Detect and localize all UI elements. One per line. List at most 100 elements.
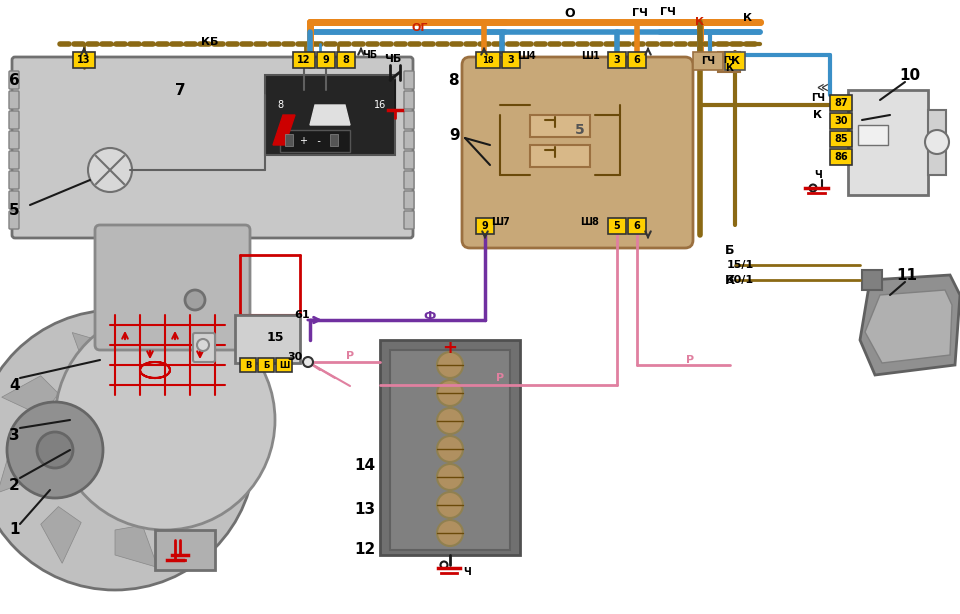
FancyBboxPatch shape bbox=[530, 145, 590, 167]
Text: К: К bbox=[725, 63, 732, 73]
Text: ГЧ: ГЧ bbox=[701, 56, 715, 66]
Circle shape bbox=[437, 464, 463, 490]
FancyBboxPatch shape bbox=[530, 115, 590, 137]
FancyBboxPatch shape bbox=[725, 52, 745, 70]
Circle shape bbox=[0, 310, 255, 590]
Text: К: К bbox=[743, 13, 753, 23]
Circle shape bbox=[437, 352, 463, 378]
FancyBboxPatch shape bbox=[9, 151, 19, 169]
Text: ГЧ: ГЧ bbox=[660, 7, 676, 17]
Circle shape bbox=[88, 148, 132, 192]
FancyBboxPatch shape bbox=[293, 52, 315, 68]
FancyBboxPatch shape bbox=[12, 57, 413, 238]
Text: 10: 10 bbox=[900, 68, 921, 82]
Text: Ч: Ч bbox=[463, 567, 470, 577]
Polygon shape bbox=[310, 105, 350, 125]
Text: +   -: + - bbox=[300, 136, 321, 146]
Text: ГЧ: ГЧ bbox=[632, 8, 648, 18]
FancyBboxPatch shape bbox=[628, 218, 646, 234]
FancyBboxPatch shape bbox=[404, 191, 414, 209]
FancyBboxPatch shape bbox=[848, 90, 928, 195]
Text: В: В bbox=[245, 360, 252, 370]
FancyBboxPatch shape bbox=[390, 350, 510, 550]
Text: Ч: Ч bbox=[814, 170, 822, 180]
Circle shape bbox=[437, 380, 463, 406]
FancyBboxPatch shape bbox=[830, 131, 852, 147]
FancyBboxPatch shape bbox=[608, 52, 626, 68]
FancyBboxPatch shape bbox=[9, 111, 19, 129]
Text: 12: 12 bbox=[298, 55, 311, 65]
Text: Б: Б bbox=[263, 360, 269, 370]
Text: 15/1: 15/1 bbox=[727, 260, 754, 270]
Text: ОГ: ОГ bbox=[412, 23, 428, 33]
FancyBboxPatch shape bbox=[830, 95, 852, 111]
Text: 30: 30 bbox=[287, 352, 302, 362]
Text: К: К bbox=[813, 110, 823, 120]
FancyBboxPatch shape bbox=[280, 130, 350, 152]
Circle shape bbox=[809, 184, 817, 192]
Circle shape bbox=[437, 492, 463, 518]
FancyBboxPatch shape bbox=[830, 113, 852, 129]
FancyBboxPatch shape bbox=[462, 57, 693, 248]
Text: Ш: Ш bbox=[278, 360, 289, 370]
Text: 16: 16 bbox=[373, 100, 386, 110]
FancyBboxPatch shape bbox=[265, 75, 395, 155]
FancyBboxPatch shape bbox=[155, 530, 215, 570]
Text: 5: 5 bbox=[9, 203, 19, 217]
FancyBboxPatch shape bbox=[404, 151, 414, 169]
Text: 1: 1 bbox=[9, 523, 19, 537]
Text: Ш4: Ш4 bbox=[517, 51, 537, 61]
FancyBboxPatch shape bbox=[9, 71, 19, 89]
Text: 9: 9 bbox=[323, 55, 329, 65]
Text: 87: 87 bbox=[834, 98, 848, 108]
Polygon shape bbox=[172, 484, 228, 524]
FancyBboxPatch shape bbox=[608, 218, 626, 234]
Polygon shape bbox=[865, 290, 952, 363]
Circle shape bbox=[437, 520, 463, 546]
FancyBboxPatch shape bbox=[830, 149, 852, 165]
Text: ЧБ: ЧБ bbox=[384, 54, 401, 64]
Text: К: К bbox=[695, 17, 705, 27]
Text: 61: 61 bbox=[295, 310, 310, 320]
Text: 5: 5 bbox=[575, 123, 585, 137]
Circle shape bbox=[437, 408, 463, 434]
Text: +: + bbox=[443, 339, 458, 357]
FancyBboxPatch shape bbox=[276, 358, 292, 372]
Text: О: О bbox=[564, 7, 575, 20]
FancyBboxPatch shape bbox=[193, 333, 215, 362]
Text: 8: 8 bbox=[447, 72, 458, 88]
FancyBboxPatch shape bbox=[317, 52, 335, 68]
Text: 6: 6 bbox=[634, 221, 640, 231]
Polygon shape bbox=[0, 450, 39, 493]
FancyBboxPatch shape bbox=[693, 52, 723, 70]
Circle shape bbox=[925, 130, 949, 154]
Circle shape bbox=[7, 402, 103, 498]
FancyBboxPatch shape bbox=[404, 131, 414, 149]
FancyBboxPatch shape bbox=[9, 91, 19, 109]
FancyBboxPatch shape bbox=[258, 358, 274, 372]
Text: 13: 13 bbox=[354, 502, 375, 518]
Text: Р: Р bbox=[496, 373, 504, 383]
Text: КБ: КБ bbox=[202, 37, 219, 47]
Circle shape bbox=[55, 310, 275, 530]
Polygon shape bbox=[149, 336, 189, 394]
FancyBboxPatch shape bbox=[9, 131, 19, 149]
FancyBboxPatch shape bbox=[858, 125, 888, 145]
Text: ГЧ: ГЧ bbox=[723, 55, 735, 64]
Text: 3: 3 bbox=[613, 55, 620, 65]
Text: Ш8: Ш8 bbox=[581, 217, 599, 227]
Circle shape bbox=[441, 561, 447, 569]
Text: ГЧ: ГЧ bbox=[811, 93, 825, 103]
Text: 8: 8 bbox=[276, 100, 283, 110]
Text: 2: 2 bbox=[9, 478, 20, 492]
Polygon shape bbox=[2, 376, 59, 416]
Text: 3: 3 bbox=[508, 55, 515, 65]
FancyBboxPatch shape bbox=[928, 110, 946, 175]
Text: 86: 86 bbox=[834, 152, 848, 162]
Text: 11: 11 bbox=[897, 268, 918, 282]
FancyBboxPatch shape bbox=[235, 315, 300, 363]
Text: 30: 30 bbox=[834, 116, 848, 126]
FancyBboxPatch shape bbox=[404, 211, 414, 229]
FancyBboxPatch shape bbox=[330, 134, 338, 146]
FancyBboxPatch shape bbox=[718, 52, 740, 72]
